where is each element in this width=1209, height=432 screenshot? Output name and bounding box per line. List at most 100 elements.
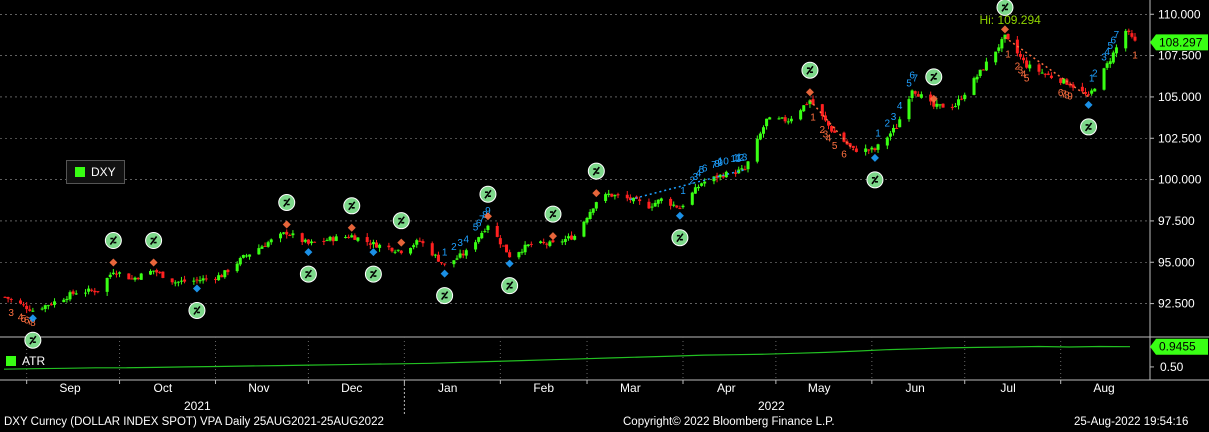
candle [130, 275, 134, 280]
candle-body [139, 273, 143, 280]
candle-body [573, 235, 577, 240]
candle [761, 125, 766, 138]
candle [650, 203, 654, 211]
candle-body [975, 76, 979, 80]
signal-glyph [1084, 122, 1093, 132]
candle [975, 74, 979, 83]
candle [217, 272, 221, 281]
candle [873, 147, 877, 152]
candle-body [1080, 86, 1084, 92]
count-label: 4 [826, 134, 832, 145]
signal-glyph [109, 236, 117, 246]
signal-glyph [149, 236, 158, 246]
candle-body [1006, 34, 1010, 40]
count-label: 5 [906, 78, 912, 89]
count-label: 4 [18, 312, 24, 323]
candle [1059, 77, 1063, 86]
candle-body [328, 236, 332, 241]
candle-body [136, 278, 140, 280]
candle-body [826, 121, 831, 126]
count-label: 4 [897, 101, 903, 112]
candle-body [517, 252, 521, 258]
candle [820, 103, 824, 120]
candle-body [71, 291, 75, 294]
candle-body [31, 310, 35, 312]
count-label: 3 [891, 112, 897, 123]
signal-diamond [369, 248, 378, 257]
count-label: 8 [30, 318, 36, 329]
candle-body [263, 245, 267, 247]
candle [238, 256, 242, 267]
candle [344, 234, 348, 239]
candle [155, 268, 159, 277]
candle [718, 174, 722, 181]
candle [248, 254, 252, 260]
count-label: 5 [832, 141, 838, 152]
candle [71, 289, 75, 296]
signal-diamond [28, 314, 37, 323]
candle-body [226, 269, 230, 273]
candle [443, 263, 447, 267]
candle-body [659, 198, 663, 201]
candle-body [746, 161, 750, 170]
candle [195, 276, 199, 284]
candle-body [1059, 78, 1063, 83]
candle-body [486, 225, 490, 231]
candle [179, 276, 183, 285]
candle-body [656, 199, 660, 204]
candle-body [867, 149, 871, 151]
y-tick-label: 102.500 [1158, 131, 1202, 145]
candle-body [768, 117, 772, 120]
candle [659, 197, 663, 204]
candle [548, 240, 552, 248]
candle [223, 270, 227, 279]
candle [916, 91, 920, 97]
candle [325, 238, 329, 242]
candle [1093, 88, 1097, 92]
candle [953, 102, 957, 108]
candle [563, 235, 567, 246]
count-label: 5 [1024, 74, 1030, 85]
candle-body [690, 192, 694, 205]
candle-body [458, 253, 462, 258]
signal-marker [925, 68, 943, 103]
candle-body [873, 148, 877, 151]
candle [433, 253, 437, 258]
candle-body [356, 237, 360, 241]
candle [941, 103, 945, 108]
count-label: 5 [699, 165, 705, 176]
candle-body [610, 193, 614, 197]
candle-body [1108, 61, 1112, 65]
candle [542, 238, 546, 245]
candle-body [183, 279, 187, 282]
candle [842, 131, 846, 143]
candle-body [244, 255, 248, 257]
candle-body [895, 127, 899, 129]
candle [786, 118, 790, 125]
candle [1037, 62, 1041, 76]
candle [399, 250, 403, 255]
count-label: 1 [1089, 74, 1095, 85]
signal-glyph [29, 335, 37, 345]
y-tick-label: 92.500 [1158, 297, 1195, 311]
candle-body [300, 233, 304, 243]
candle-body [152, 270, 156, 272]
signal-glyph [348, 201, 356, 211]
year-label-2021: 2021 [184, 399, 211, 413]
main-legend: DXY [66, 160, 125, 184]
count-label: 5 [21, 314, 27, 325]
candle-body [238, 257, 242, 265]
candle [823, 111, 827, 122]
count-label: 6 [476, 218, 482, 229]
candle [83, 289, 88, 297]
candle-body [49, 304, 53, 306]
x-tick-label: Feb [533, 381, 554, 395]
candle-body [378, 244, 382, 248]
candle-body [118, 272, 122, 274]
signal-diamond [505, 259, 514, 268]
candle [765, 118, 769, 130]
candle-body [353, 235, 357, 240]
candle [1130, 29, 1134, 39]
candle [114, 270, 118, 278]
candle-body [68, 292, 72, 300]
